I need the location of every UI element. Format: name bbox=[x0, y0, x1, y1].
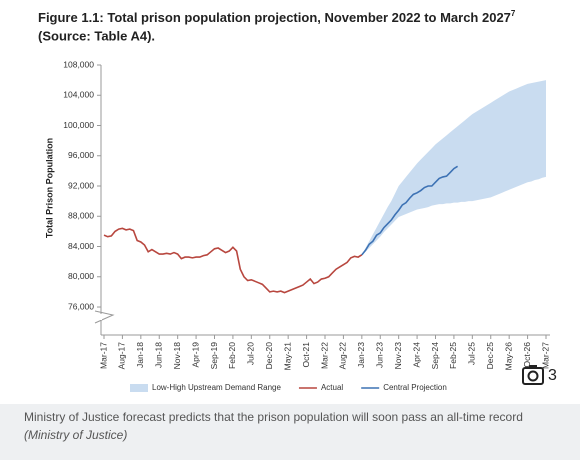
caption-credit: (Ministry of Justice) bbox=[24, 428, 127, 442]
title-superscript: 7 bbox=[511, 9, 516, 18]
legend-label: Low-High Upstream Demand Range bbox=[152, 383, 282, 392]
x-tick-label: Oct-26 bbox=[522, 342, 532, 368]
x-tick-label: Sep-24 bbox=[430, 342, 440, 370]
x-tick-label: Mar-17 bbox=[98, 342, 108, 369]
range-band bbox=[361, 80, 546, 255]
x-tick-label: Aug-22 bbox=[338, 342, 348, 370]
x-tick-label: Sep-19 bbox=[209, 342, 219, 370]
y-tick-label: 104,000 bbox=[63, 90, 94, 100]
gallery-badge[interactable]: 3 bbox=[516, 360, 568, 392]
x-tick-label: Mar-27 bbox=[540, 342, 550, 369]
y-tick-label: 84,000 bbox=[68, 241, 94, 251]
x-tick-label: Nov-23 bbox=[393, 342, 403, 370]
axis-break-gap bbox=[100, 314, 102, 320]
camera-top bbox=[529, 365, 537, 369]
x-tick-label: Jul-20 bbox=[246, 342, 256, 365]
x-tick-label: Apr-19 bbox=[190, 342, 200, 368]
x-tick-label: Jun-23 bbox=[375, 342, 385, 368]
caption-text: Ministry of Justice forecast predicts th… bbox=[24, 410, 523, 424]
title-text: Figure 1.1: Total prison population proj… bbox=[38, 10, 511, 25]
series-line bbox=[103, 227, 363, 294]
x-tick-label: Feb-25 bbox=[448, 342, 458, 369]
y-tick-label: 92,000 bbox=[68, 180, 94, 190]
gallery-count: 3 bbox=[548, 367, 557, 384]
x-tick-label: Jan-18 bbox=[135, 342, 145, 368]
x-tick-label: May-26 bbox=[503, 342, 513, 371]
axis-break bbox=[94, 310, 115, 324]
x-tick-label: Jun-18 bbox=[154, 342, 164, 368]
y-axis-label: Total Prison Population bbox=[44, 138, 54, 238]
x-tick-label: Feb-20 bbox=[227, 342, 237, 369]
y-tick-label: 96,000 bbox=[68, 150, 94, 160]
x-tick-label: Jan-23 bbox=[356, 342, 366, 368]
y-tick-label: 88,000 bbox=[68, 211, 94, 221]
y-tick-label: 100,000 bbox=[63, 120, 94, 130]
x-tick-label: Aug-17 bbox=[117, 342, 127, 370]
x-tick-label: Nov-18 bbox=[172, 342, 182, 370]
legend-label: Central Projection bbox=[383, 383, 447, 392]
x-tick-label: Dec-25 bbox=[485, 342, 495, 370]
legend-swatch bbox=[130, 384, 148, 392]
x-tick-label: Oct-21 bbox=[301, 342, 311, 368]
caption-background bbox=[0, 404, 580, 460]
series-line bbox=[361, 165, 459, 256]
camera-lens bbox=[527, 370, 539, 382]
y-tick-label: 108,000 bbox=[63, 59, 94, 69]
y-tick-label: 76,000 bbox=[68, 301, 94, 311]
y-tick-label: 80,000 bbox=[68, 271, 94, 281]
x-tick-label: Dec-20 bbox=[264, 342, 274, 370]
x-tick-label: Mar-22 bbox=[319, 342, 329, 369]
x-tick-label: May-21 bbox=[282, 342, 292, 371]
x-tick-label: Jul-25 bbox=[467, 342, 477, 365]
legend-label: Actual bbox=[321, 383, 343, 392]
chart-title: Figure 1.1: Total prison population proj… bbox=[38, 9, 516, 25]
x-tick-label: Apr-24 bbox=[411, 342, 421, 368]
chart-subtitle: (Source: Table A4). bbox=[38, 28, 155, 43]
